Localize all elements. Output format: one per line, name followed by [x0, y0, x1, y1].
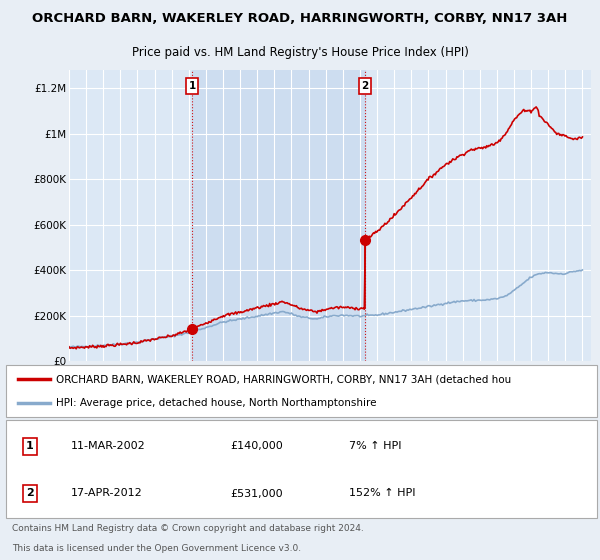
Text: 1: 1 [26, 441, 34, 451]
Bar [192, 70, 365, 361]
Text: ORCHARD BARN, WAKERLEY ROAD, HARRINGWORTH, CORBY, NN17 3AH (detached hou: ORCHARD BARN, WAKERLEY ROAD, HARRINGWORT… [56, 374, 511, 384]
Text: 17-APR-2012: 17-APR-2012 [71, 488, 143, 498]
FancyBboxPatch shape [6, 365, 597, 417]
Text: This data is licensed under the Open Government Licence v3.0.: This data is licensed under the Open Gov… [12, 544, 301, 553]
Text: Contains HM Land Registry data © Crown copyright and database right 2024.: Contains HM Land Registry data © Crown c… [12, 525, 364, 534]
Text: 1: 1 [188, 81, 196, 91]
Text: £531,000: £531,000 [230, 488, 283, 498]
FancyBboxPatch shape [6, 420, 597, 518]
Text: 2: 2 [361, 81, 368, 91]
Text: 11-MAR-2002: 11-MAR-2002 [71, 441, 146, 451]
Text: 7% ↑ HPI: 7% ↑ HPI [349, 441, 401, 451]
Text: HPI: Average price, detached house, North Northamptonshire: HPI: Average price, detached house, Nort… [56, 398, 377, 408]
Text: 152% ↑ HPI: 152% ↑ HPI [349, 488, 415, 498]
Text: Price paid vs. HM Land Registry's House Price Index (HPI): Price paid vs. HM Land Registry's House … [131, 46, 469, 59]
Text: £140,000: £140,000 [230, 441, 283, 451]
Text: ORCHARD BARN, WAKERLEY ROAD, HARRINGWORTH, CORBY, NN17 3AH: ORCHARD BARN, WAKERLEY ROAD, HARRINGWORT… [32, 12, 568, 25]
Text: 2: 2 [26, 488, 34, 498]
